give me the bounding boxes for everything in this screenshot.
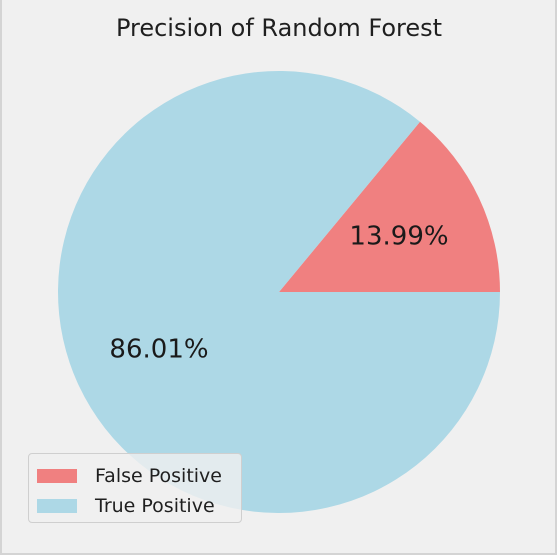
frame-left-border: [0, 0, 2, 555]
legend-item-false-positive: False Positive: [37, 461, 233, 491]
pie-label-true-positive: 86.01%: [109, 334, 208, 364]
legend: False Positive True Positive: [28, 453, 242, 523]
legend-label-false-positive: False Positive: [95, 465, 222, 487]
pie-slice-true-positive: [58, 71, 501, 514]
pie-slices: [58, 71, 501, 514]
legend-swatch-false-positive: [37, 469, 77, 483]
legend-item-true-positive: True Positive: [37, 491, 233, 521]
pie-labels: 13.99% 86.01%: [109, 222, 448, 365]
legend-label-true-positive: True Positive: [95, 495, 215, 517]
pie-label-false-positive: 13.99%: [349, 222, 448, 252]
chart-title: Precision of Random Forest: [116, 14, 442, 42]
frame-bottom-border: [0, 553, 557, 555]
legend-swatch-true-positive: [37, 499, 77, 513]
frame-right-border: [555, 0, 557, 555]
pie-slice-false-positive: [279, 121, 500, 293]
